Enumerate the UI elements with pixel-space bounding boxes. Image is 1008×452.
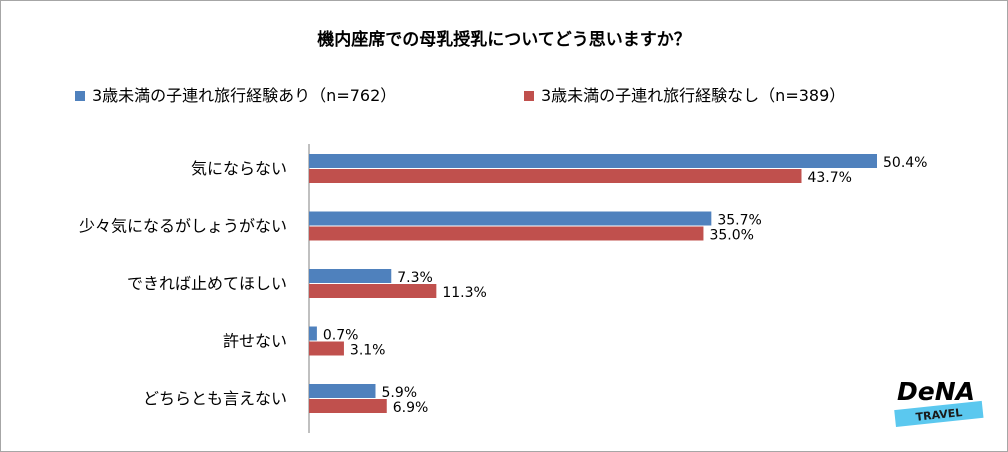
legend-swatch (75, 91, 85, 101)
data-label: 0.7% (323, 328, 359, 344)
dena-travel-logo: DeNA TRAVEL (887, 373, 993, 433)
data-label: 35.0% (709, 228, 753, 244)
category-label: どちらとも言えない (143, 389, 287, 408)
data-label: 50.4% (883, 155, 927, 171)
chart-title: 機内座席での母乳授乳についてどう思いますか？ (317, 29, 691, 50)
logo-banner (894, 400, 984, 427)
bar (309, 211, 712, 226)
data-label: 11.3% (442, 285, 486, 301)
bar (309, 384, 376, 398)
data-label: 3.1% (350, 343, 386, 359)
data-label: 43.7% (807, 170, 851, 186)
bar (309, 341, 344, 356)
data-label: 35.7% (717, 213, 761, 229)
bars (309, 154, 877, 413)
data-label: 6.9% (393, 400, 429, 416)
data-labels: 50.4% 43.7% 35.7%35.0% 7.3% 11.3% 0.7%3.1% 5.9… (323, 155, 928, 416)
bar (309, 226, 704, 241)
bar (309, 269, 392, 283)
bar (309, 284, 437, 298)
category-label: 気にならない (191, 159, 287, 178)
logo-brand: DeNA (897, 377, 975, 406)
bar (309, 154, 877, 168)
category-labels: 気にならない少々気になるがしょうがないできれば止めてほしい許せないどちらとも言え… (79, 159, 287, 408)
bar (309, 399, 387, 413)
legend-swatch (524, 91, 534, 101)
bar (309, 326, 317, 341)
logo-sub: TRAVEL (915, 406, 963, 424)
data-label: 5.9% (381, 385, 417, 401)
category-label: 許せない (223, 332, 287, 351)
legend-label: 3歳未満の子連れ旅行経験あり（n=762） (92, 86, 396, 105)
legend-label: 3歳未満の子連れ旅行経験なし（n=389） (541, 86, 845, 105)
category-label: できれば止めてほしい (127, 274, 287, 293)
bar (309, 169, 802, 183)
data-label: 7.3% (397, 270, 433, 286)
legend: 3歳未満の子連れ旅行経験あり（n=762） 3歳未満の子連れ旅行経験なし（n=38… (75, 86, 845, 105)
category-label: 少々気になるがしょうがない (79, 217, 287, 236)
